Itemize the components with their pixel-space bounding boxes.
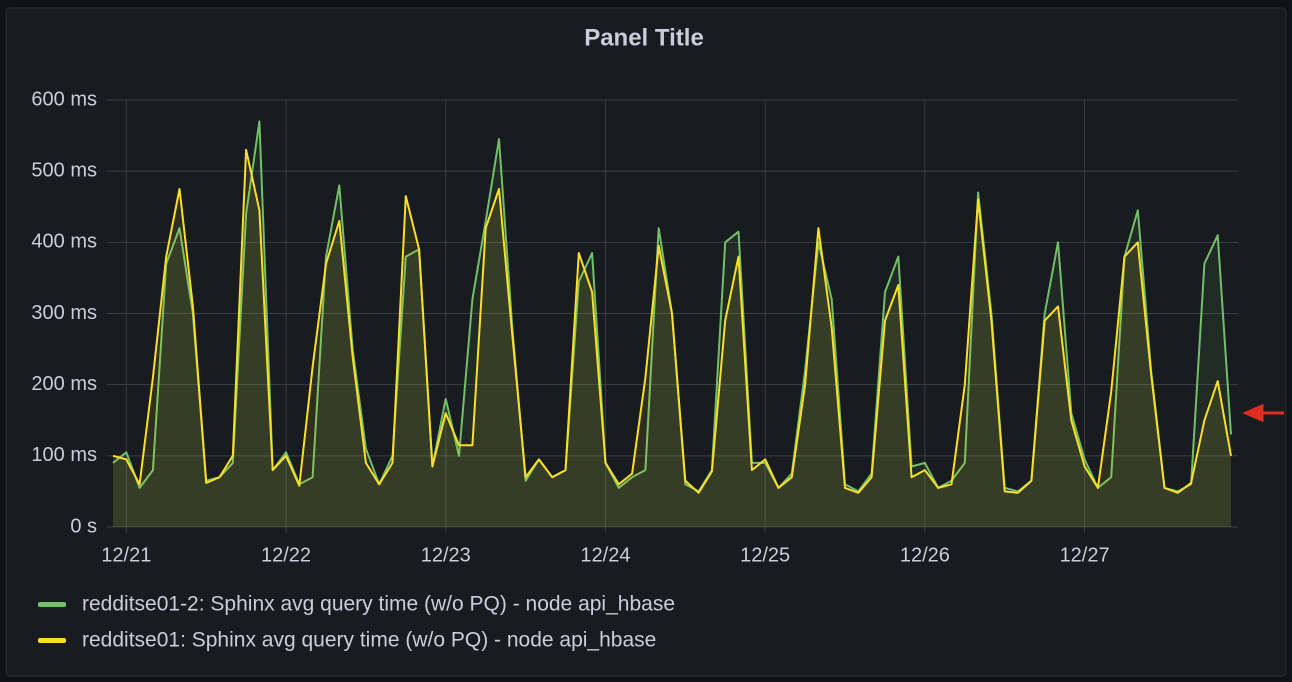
legend-swatch xyxy=(38,638,66,643)
x-tick-label: 12/26 xyxy=(900,544,950,566)
y-tick-label: 200 ms xyxy=(31,373,97,395)
legend-swatch xyxy=(38,602,66,607)
x-tick-label: 12/21 xyxy=(101,544,151,566)
y-tick-label: 600 ms xyxy=(31,88,97,110)
panel-title: Panel Title xyxy=(584,24,704,51)
annotation-arrow xyxy=(1242,403,1284,423)
line xyxy=(112,148,1232,494)
legend-label: redditse01-2: Sphinx avg query time (w/o… xyxy=(82,593,675,616)
x-tick-label: 12/25 xyxy=(740,544,790,566)
x-tick-label: 12/27 xyxy=(1060,544,1110,566)
legend-label: redditse01: Sphinx avg query time (w/o P… xyxy=(82,629,656,652)
panel-frame xyxy=(5,7,1287,677)
y-tick-label: 100 ms xyxy=(31,444,97,466)
x-tick-label: 12/22 xyxy=(261,544,311,566)
y-tick-label: 400 ms xyxy=(31,231,97,253)
y-tick-label: 300 ms xyxy=(31,302,97,324)
area xyxy=(113,149,1231,528)
x-tick-label: 12/23 xyxy=(421,544,471,566)
y-tick-label: 0 s xyxy=(70,515,97,537)
x-tick-label: 12/24 xyxy=(580,544,630,566)
y-tick-label: 500 ms xyxy=(31,159,97,181)
